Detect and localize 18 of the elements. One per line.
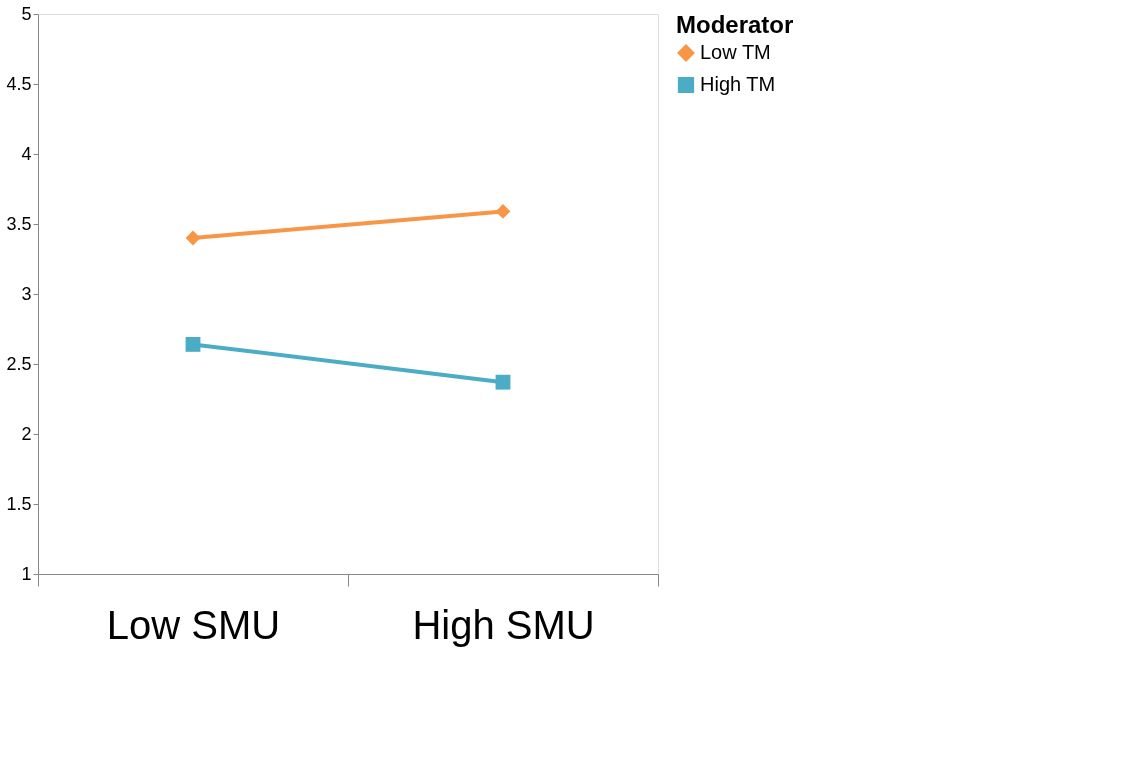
legend-label: Low TM xyxy=(700,41,771,63)
y-tick-label: 3.5 xyxy=(6,213,32,234)
legend-title: Moderator xyxy=(676,11,794,38)
point xyxy=(495,374,511,390)
y-tick-label: 4.5 xyxy=(6,73,32,94)
point xyxy=(185,336,201,352)
y-tick-label: 4 xyxy=(21,143,32,164)
y-tick-label: 2.5 xyxy=(6,353,32,374)
legend-label: High TM xyxy=(700,73,776,95)
y-tick-label: 1.5 xyxy=(6,493,32,514)
x-tick-label: High SMU xyxy=(412,602,595,647)
y-tick-label: 1 xyxy=(21,563,32,584)
y-tick-label: 2 xyxy=(21,423,32,444)
x-tick-label: Low SMU xyxy=(106,602,281,647)
point xyxy=(185,230,201,246)
y-tick-label: 5 xyxy=(21,3,32,24)
y-tick-label: 3 xyxy=(21,283,32,304)
point xyxy=(495,203,511,219)
